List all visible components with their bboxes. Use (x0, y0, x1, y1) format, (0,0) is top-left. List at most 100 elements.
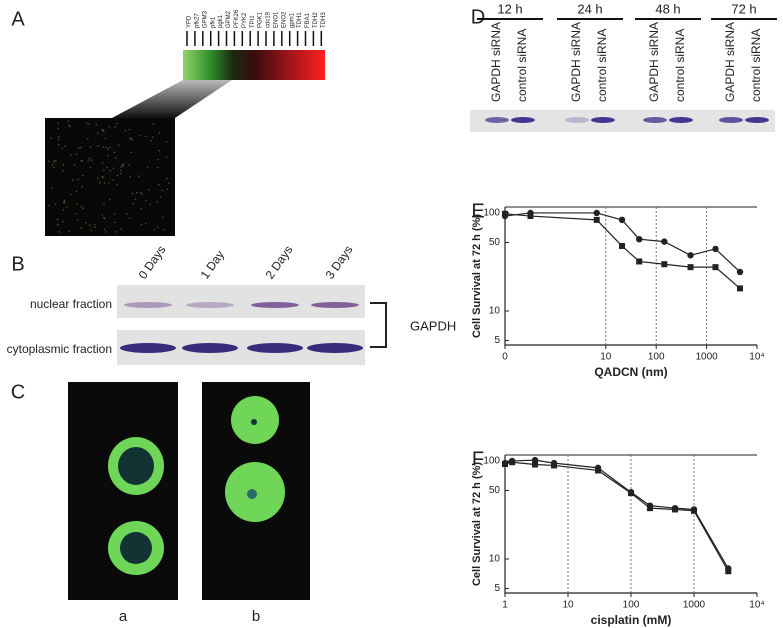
cell-core (118, 447, 154, 485)
array-spot (163, 228, 166, 231)
array-spot (161, 189, 163, 192)
array-spot (68, 124, 70, 126)
marker (628, 490, 634, 497)
array-spot (153, 228, 156, 231)
array-spot (116, 122, 118, 125)
array-spot (48, 205, 50, 207)
blot (117, 285, 365, 318)
array-spot (75, 213, 78, 215)
cell-core (120, 532, 152, 564)
band (643, 117, 667, 123)
x-tick-label: 10 (562, 600, 574, 611)
array-spot (149, 203, 152, 205)
x-tick-label: 100 (648, 352, 665, 363)
array-spot (104, 137, 107, 140)
array-spot (76, 203, 78, 205)
array-spot (129, 217, 131, 220)
array-spot (116, 174, 119, 177)
microarray (45, 118, 175, 236)
array-spot (128, 128, 131, 131)
array-spot (112, 179, 115, 181)
array-spot (113, 151, 116, 153)
array-spot (131, 192, 134, 195)
zoom-wedge (112, 80, 232, 118)
array-spot (148, 189, 150, 191)
array-spot (48, 160, 50, 162)
array-spot (82, 207, 84, 210)
marker (618, 216, 626, 224)
array-spot (80, 206, 83, 208)
array-spot (132, 202, 134, 205)
array-spot (103, 130, 105, 132)
array-spot (51, 163, 54, 166)
series-line (504, 459, 729, 569)
array-spot (145, 199, 147, 201)
array-spot (75, 190, 78, 193)
array-spot (120, 172, 122, 175)
marker (551, 462, 558, 469)
array-spot (57, 127, 59, 130)
array-spot (114, 231, 117, 233)
array-spot (136, 191, 138, 194)
marker (593, 209, 600, 217)
array-spot (140, 207, 142, 210)
array-spot (109, 170, 111, 172)
array-spot (70, 193, 72, 196)
lane-label: GAPDH siRNA (723, 22, 737, 102)
array-spot (62, 209, 65, 211)
series-line (504, 461, 729, 572)
marker (595, 467, 602, 474)
marker (725, 568, 732, 575)
array-spot (55, 160, 57, 162)
array-spot (120, 166, 122, 168)
array-spot (152, 123, 155, 125)
array-spot (101, 175, 104, 178)
x-tick-label: 10 (600, 352, 612, 363)
cell-core (247, 489, 257, 499)
marker (509, 459, 516, 466)
array-spot (97, 177, 99, 179)
x-tick-label: 1000 (683, 600, 706, 611)
lane-label: GAPDH siRNA (647, 22, 661, 102)
array-spot (85, 221, 87, 224)
y-tick-label: 50 (489, 485, 501, 496)
array-spot (121, 164, 124, 166)
array-spot (54, 203, 57, 205)
array-spot (130, 137, 133, 140)
array-spot (53, 166, 55, 168)
marker (672, 506, 679, 513)
array-spot (120, 228, 122, 230)
gene-label: pfk1 (210, 16, 216, 28)
panel-label: D (471, 6, 485, 28)
array-spot (108, 126, 110, 128)
array-spot (108, 183, 110, 185)
array-spot (103, 169, 105, 171)
array-spot (101, 214, 104, 216)
array-spot (87, 160, 89, 162)
array-spot (97, 145, 99, 147)
y-tick-label: 5 (494, 335, 500, 346)
array-spot (90, 146, 92, 148)
array-spot (167, 182, 170, 184)
panel-label: B (11, 253, 24, 275)
x-tick-label: 100 (623, 600, 640, 611)
array-spot (139, 135, 141, 137)
column-label: 0 Days (136, 243, 169, 282)
gene-label: TDH2 (313, 12, 319, 28)
image-label: b (252, 608, 260, 625)
marker (636, 235, 643, 243)
array-spot (97, 132, 99, 134)
panel-label: F (472, 448, 484, 470)
marker (502, 461, 508, 468)
marker (532, 461, 539, 468)
array-spot (159, 196, 162, 198)
lane-label: control siRNA (515, 29, 529, 102)
array-spot (103, 217, 106, 220)
array-spot (122, 163, 125, 165)
column-label: 3 Days (323, 243, 356, 282)
marker (661, 261, 668, 268)
array-spot (101, 162, 104, 164)
array-spot (157, 166, 159, 169)
array-spot (87, 138, 89, 140)
